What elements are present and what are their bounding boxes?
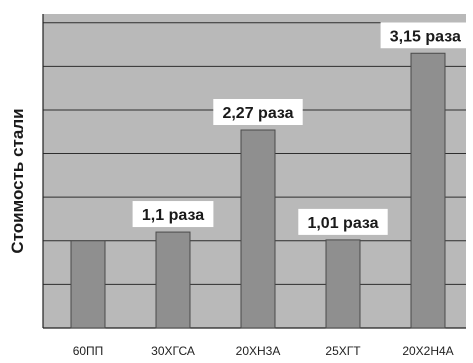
data-label-box [380,22,470,49]
data-label: 3,15 раза [390,28,461,45]
y-axis-label: Стоимость стали [8,108,27,253]
x-tick-label: 20Х2Н4А [402,344,453,358]
bar-2 [155,231,191,329]
data-label: 2,27 раза [222,105,293,122]
x-tick-label: 25ХГТ [325,344,361,358]
data-label: 1,01 раза [307,215,378,232]
bar-4 [325,239,361,329]
bars [70,52,446,329]
data-label-box [298,208,388,235]
bar-3 [240,129,276,329]
data-label-box [132,201,214,228]
bar-1 [70,240,106,329]
x-tick-labels: 60ПП 30ХГСА 20ХН3А 25ХГТ 20Х2Н4А [73,344,454,358]
x-tick-label: 60ПП [73,344,104,358]
data-label-box [213,99,303,126]
bar-5 [410,52,446,329]
data-label: 1,1 раза [142,207,204,224]
x-tick-label: 30ХГСА [151,344,195,358]
data-labels: 1,1 раза 2,27 раза 1,01 раза 3,15 раза [132,22,470,235]
x-tick-label: 20ХН3А [236,344,281,358]
